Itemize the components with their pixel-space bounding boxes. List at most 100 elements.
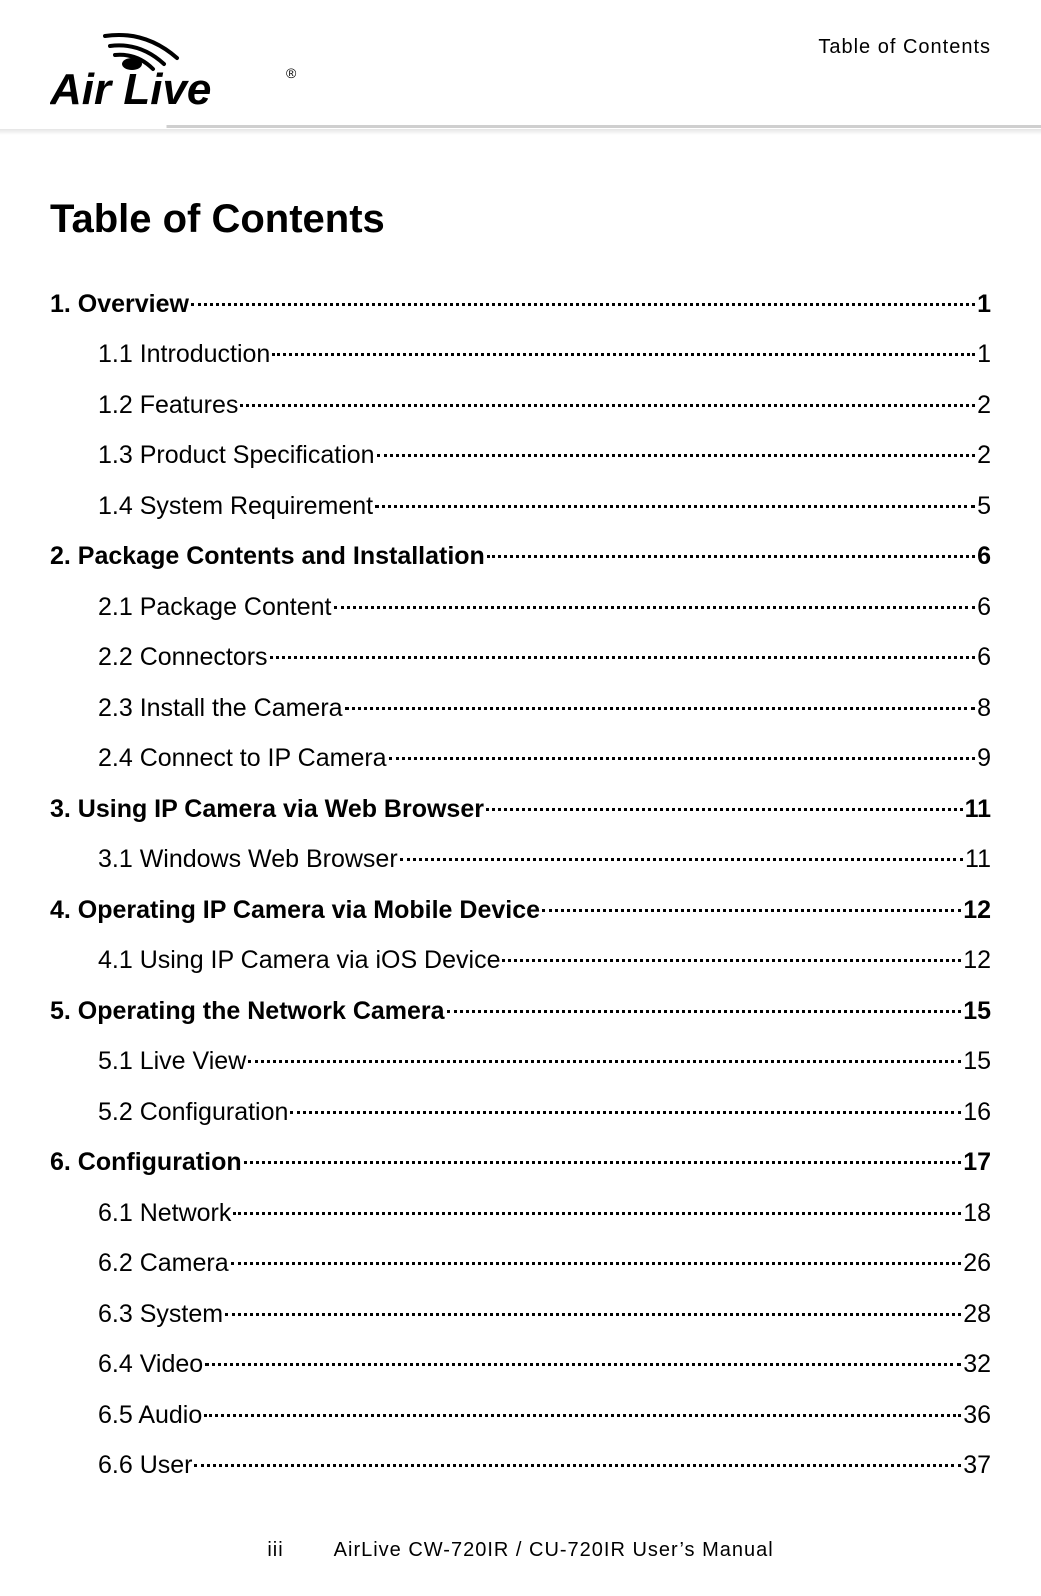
toc-page-number: 26	[963, 1251, 991, 1276]
toc-label: 6.3 System	[98, 1302, 223, 1327]
header-section-label: Table of Contents	[818, 30, 991, 59]
toc-sub-row: 5.1 Live View 15	[98, 1042, 991, 1075]
footer-doc-title: AirLive CW-720IR / CU-720IR User’s Manua…	[334, 1539, 774, 1562]
toc-leader-dots	[377, 436, 976, 464]
toc-sub-row: 5.2 Configuration 16	[98, 1092, 991, 1125]
toc-label: 6.4 Video	[98, 1352, 203, 1377]
toc-section-row: 5. Operating the Network Camera 15	[50, 991, 991, 1024]
toc-label: 2.2 Connectors	[98, 645, 268, 670]
toc-label: 1.1 Introduction	[98, 342, 270, 367]
toc-label: 5.2 Configuration	[98, 1100, 288, 1125]
toc-leader-dots	[272, 335, 975, 363]
toc-sub-row: 6.3 System 28	[98, 1294, 991, 1327]
toc-section-row: 4. Operating IP Camera via Mobile Device…	[50, 890, 991, 923]
toc-leader-dots	[204, 1395, 961, 1423]
toc-sub-row: 6.6 User37	[98, 1446, 991, 1479]
toc-section-row: 3. Using IP Camera via Web Browser11	[50, 789, 991, 822]
toc-label: 5. Operating the Network Camera	[50, 999, 445, 1024]
toc-leader-dots	[486, 789, 963, 817]
toc-sub-row: 1.4 System Requirement 5	[98, 486, 991, 519]
svg-text:Air Live: Air Live	[50, 65, 211, 114]
toc-page-number: 32	[963, 1352, 991, 1377]
toc-label: 1.4 System Requirement	[98, 494, 373, 519]
toc-sub-row: 6.4 Video 32	[98, 1345, 991, 1378]
toc-leader-dots	[225, 1294, 961, 1322]
toc-leader-dots	[334, 587, 976, 615]
toc-label: 6.5 Audio	[98, 1403, 202, 1428]
toc-page-number: 1	[977, 342, 991, 367]
toc-sub-row: 2.1 Package Content 6	[98, 587, 991, 620]
toc-page-number: 36	[963, 1403, 991, 1428]
divider-shadow	[0, 129, 1041, 135]
toc-section-row: 6. Configuration 17	[50, 1143, 991, 1176]
toc-page-number: 2	[977, 393, 991, 418]
toc-label: 1. Overview	[50, 292, 189, 317]
toc-page-number: 15	[963, 999, 991, 1024]
toc-leader-dots	[231, 1244, 962, 1272]
divider-line	[0, 125, 1041, 128]
toc-page-number: 6	[977, 645, 991, 670]
toc-page-number: 6	[977, 595, 991, 620]
toc-leader-dots	[345, 688, 976, 716]
toc-sub-row: 1.3 Product Specification 2	[98, 436, 991, 469]
toc-label: 4. Operating IP Camera via Mobile Device	[50, 898, 540, 923]
toc-page-number: 16	[963, 1100, 991, 1125]
toc-page-number: 12	[963, 948, 991, 973]
toc-leader-dots	[290, 1092, 961, 1120]
toc-leader-dots	[270, 638, 976, 666]
toc-sub-row: 6.1 Network 18	[98, 1193, 991, 1226]
toc-sub-row: 2.3 Install the Camera8	[98, 688, 991, 721]
toc-sub-row: 3.1 Windows Web Browser 11	[98, 840, 991, 873]
toc-page-number: 2	[977, 443, 991, 468]
toc-page-number: 6	[977, 544, 991, 569]
document-page: Air Live ® Table of Contents Table of Co…	[0, 0, 1041, 1596]
toc-label: 2.1 Package Content	[98, 595, 332, 620]
toc-sub-row: 1.2 Features 2	[98, 385, 991, 418]
toc-sub-row: 1.1 Introduction 1	[98, 335, 991, 368]
toc-label: 1.2 Features	[98, 393, 238, 418]
toc-leader-dots	[194, 1446, 961, 1474]
toc-leader-dots	[542, 890, 961, 918]
toc-sub-row: 6.5 Audio 36	[98, 1395, 991, 1428]
toc-sub-row: 2.4 Connect to IP Camera9	[98, 739, 991, 772]
toc-page-number: 12	[963, 898, 991, 923]
brand-logo: Air Live ®	[50, 30, 310, 115]
toc-leader-dots	[375, 486, 975, 514]
page-title: Table of Contents	[50, 197, 991, 242]
page-footer: iii AirLive CW-720IR / CU-720IR User’s M…	[0, 1539, 1041, 1562]
page-header: Air Live ® Table of Contents	[50, 30, 991, 115]
toc-label: 6.2 Camera	[98, 1251, 229, 1276]
toc-leader-dots	[447, 991, 962, 1019]
toc-label: 2.4 Connect to IP Camera	[98, 746, 387, 771]
toc-leader-dots	[487, 537, 975, 565]
table-of-contents: 1. Overview1 1.1 Introduction 1 1.2 Feature…	[50, 284, 991, 1478]
toc-sub-row: 4.1 Using IP Camera via iOS Device12	[98, 941, 991, 974]
toc-label: 5.1 Live View	[98, 1049, 246, 1074]
svg-text:®: ®	[286, 65, 297, 81]
toc-leader-dots	[205, 1345, 961, 1373]
toc-section-row: 2. Package Contents and Installation 6	[50, 537, 991, 570]
toc-leader-dots	[244, 1143, 962, 1171]
toc-page-number: 8	[977, 696, 991, 721]
toc-leader-dots	[248, 1042, 961, 1070]
toc-page-number: 15	[963, 1049, 991, 1074]
toc-leader-dots	[389, 739, 976, 767]
toc-section-row: 1. Overview1	[50, 284, 991, 317]
toc-label: 6. Configuration	[50, 1150, 242, 1175]
toc-label: 2. Package Contents and Installation	[50, 544, 485, 569]
toc-page-number: 28	[963, 1302, 991, 1327]
toc-leader-dots	[400, 840, 963, 868]
toc-page-number: 18	[963, 1201, 991, 1226]
toc-page-number: 17	[963, 1150, 991, 1175]
toc-label: 3.1 Windows Web Browser	[98, 847, 398, 872]
toc-label: 3. Using IP Camera via Web Browser	[50, 797, 484, 822]
toc-page-number: 5	[977, 494, 991, 519]
toc-page-number: 37	[963, 1453, 991, 1478]
toc-label: 1.3 Product Specification	[98, 443, 375, 468]
toc-leader-dots	[240, 385, 975, 413]
toc-leader-dots	[233, 1193, 961, 1221]
toc-page-number: 11	[965, 847, 991, 872]
header-divider	[0, 123, 1041, 137]
toc-sub-row: 6.2 Camera 26	[98, 1244, 991, 1277]
toc-label: 6.1 Network	[98, 1201, 231, 1226]
